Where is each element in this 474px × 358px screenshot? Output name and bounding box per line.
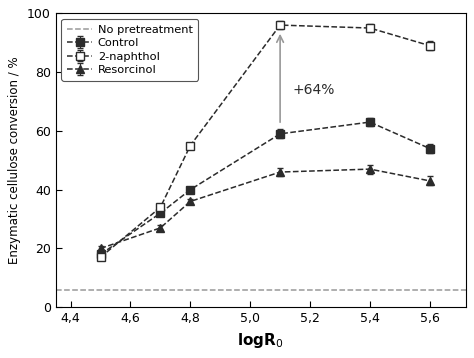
X-axis label: logR$_0$: logR$_0$ [237, 331, 284, 350]
Legend: No pretreatment, Control, 2-naphthol, Resorcinol: No pretreatment, Control, 2-naphthol, Re… [61, 19, 199, 81]
Y-axis label: Enzymatic cellulose conversion / %: Enzymatic cellulose conversion / % [9, 57, 21, 264]
Text: +64%: +64% [292, 83, 335, 97]
